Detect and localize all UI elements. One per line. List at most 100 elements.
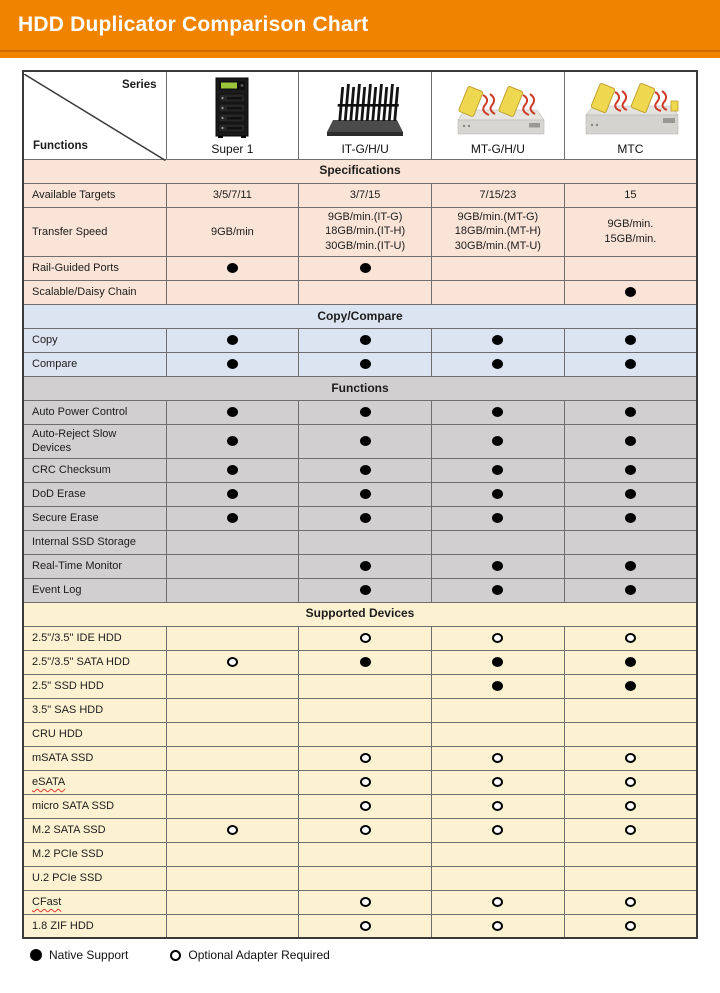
hollow-circle-icon [624,777,636,788]
table-row-internal-ssd-storage: Internal SSD Storage [22,529,698,555]
value-cell [165,913,300,939]
value-cell [165,457,300,483]
product-name: MT-G/H/U [470,141,525,156]
row-label: CRU HDD [22,721,167,747]
value-cell [563,697,698,723]
table-row-2-5-ssd-hdd: 2.5" SSD HDD [22,673,698,699]
filled-circle-icon [492,335,504,346]
value-cell [563,865,698,891]
value-cell [298,721,432,747]
filled-circle-icon [492,585,504,596]
table-row-secure-erase: Secure Erase [22,505,698,531]
value-cell [165,889,300,915]
value-cell [431,625,565,651]
value-cell [431,793,565,819]
filled-circle-icon [624,335,636,346]
value-cell [298,481,432,507]
row-label: Rail-Guided Ports [22,256,167,282]
filled-circle-icon [492,465,504,476]
value-cell [431,457,565,483]
value-cell [165,505,300,531]
table-row-m-2-sata-ssd: M.2 SATA SSD [22,817,698,843]
value-cell [298,400,432,426]
value-cell [431,553,565,579]
value-cell [431,769,565,795]
value-cell [563,793,698,819]
filled-circle-icon [492,407,504,418]
legend-native-support: Native Support [30,948,128,962]
value-cell [563,649,698,675]
value-cell [298,328,432,354]
filled-circle-icon [624,287,636,298]
filled-circle-icon [624,436,636,447]
legend-label: Native Support [49,948,129,963]
filled-circle-icon [624,513,636,524]
table-row-cru-hdd: CRU HDD [22,721,698,747]
filled-circle-icon [226,436,238,447]
row-label: Transfer Speed [22,206,167,258]
value-cell [165,280,300,306]
value-cell [298,697,432,723]
row-label: 2.5"/3.5" IDE HDD [22,625,167,651]
row-label: DoD Erase [22,481,167,507]
table-row-transfer-speed: Transfer Speed 9GB/min 9GB/min.(IT-G) 18GB/… [22,206,698,258]
product-column-mtc: MTC [563,70,698,160]
value-cell [165,865,300,891]
product-column-super1: Super 1 [165,70,300,160]
value-cell [431,841,565,867]
hollow-circle-icon [359,897,371,908]
row-label: Available Targets [22,182,167,208]
filled-circle-icon [226,489,238,500]
value-cell [431,745,565,771]
row-label: 3.5" SAS HDD [22,697,167,723]
table-row-m-2-pcie-ssd: M.2 PCIe SSD [22,841,698,867]
filled-circle-icon [359,465,371,476]
hollow-circle-icon [492,801,504,812]
value-cell [165,769,300,795]
table-row-available-targets: Available Targets 3/5/7/11 3/7/15 7/15/23 15 [22,182,698,208]
value-cell [431,649,565,675]
value-cell: 9GB/min.(MT-G) 18GB/min.(MT-H) 30GB/min.(M… [431,206,565,258]
value-cell [431,697,565,723]
hollow-circle-icon [359,633,371,644]
hollow-circle-icon [624,920,636,931]
table-row-2-5-3-5-sata-hdd: 2.5"/3.5" SATA HDD [22,649,698,675]
table-row-scalable-daisy-chain: Scalable/Daisy Chain [22,280,698,306]
value-cell [298,280,432,306]
value-cell [165,697,300,723]
filled-circle-icon [624,681,636,692]
value-cell [431,328,565,354]
value-cell [431,865,565,891]
value-cell [298,424,432,459]
section-title-functions: Functions [22,376,698,402]
row-label: Secure Erase [22,505,167,531]
row-label: micro SATA SSD [22,793,167,819]
filled-circle-icon [624,407,636,418]
row-label: 2.5" SSD HDD [22,673,167,699]
value-cell [563,625,698,651]
comparison-table: Series Functions [22,70,698,940]
value-cell [298,457,432,483]
hollow-circle-icon [359,920,371,931]
hollow-circle-icon [170,949,182,961]
hollow-circle-icon [359,825,371,836]
value-cell [165,481,300,507]
value-cell [298,256,432,282]
table-row-2-5-3-5-ide-hdd: 2.5"/3.5" IDE HDD [22,625,698,651]
value-cell [298,577,432,603]
it-ghu-product-image [327,83,404,136]
filled-circle-icon [624,561,636,572]
hollow-circle-icon [226,825,238,836]
hollow-circle-icon [359,753,371,764]
value-cell [563,424,698,459]
row-label: U.2 PCIe SSD [22,865,167,891]
product-name: Super 1 [211,141,254,156]
value-cell [563,577,698,603]
page-header: HDD Duplicator Comparison Chart [0,0,720,58]
value-cell [431,280,565,306]
value-cell [298,505,432,531]
hollow-circle-icon [624,633,636,644]
value-cell [165,553,300,579]
legend-label: Optional Adapter Required [188,948,330,963]
value-cell [298,889,432,915]
